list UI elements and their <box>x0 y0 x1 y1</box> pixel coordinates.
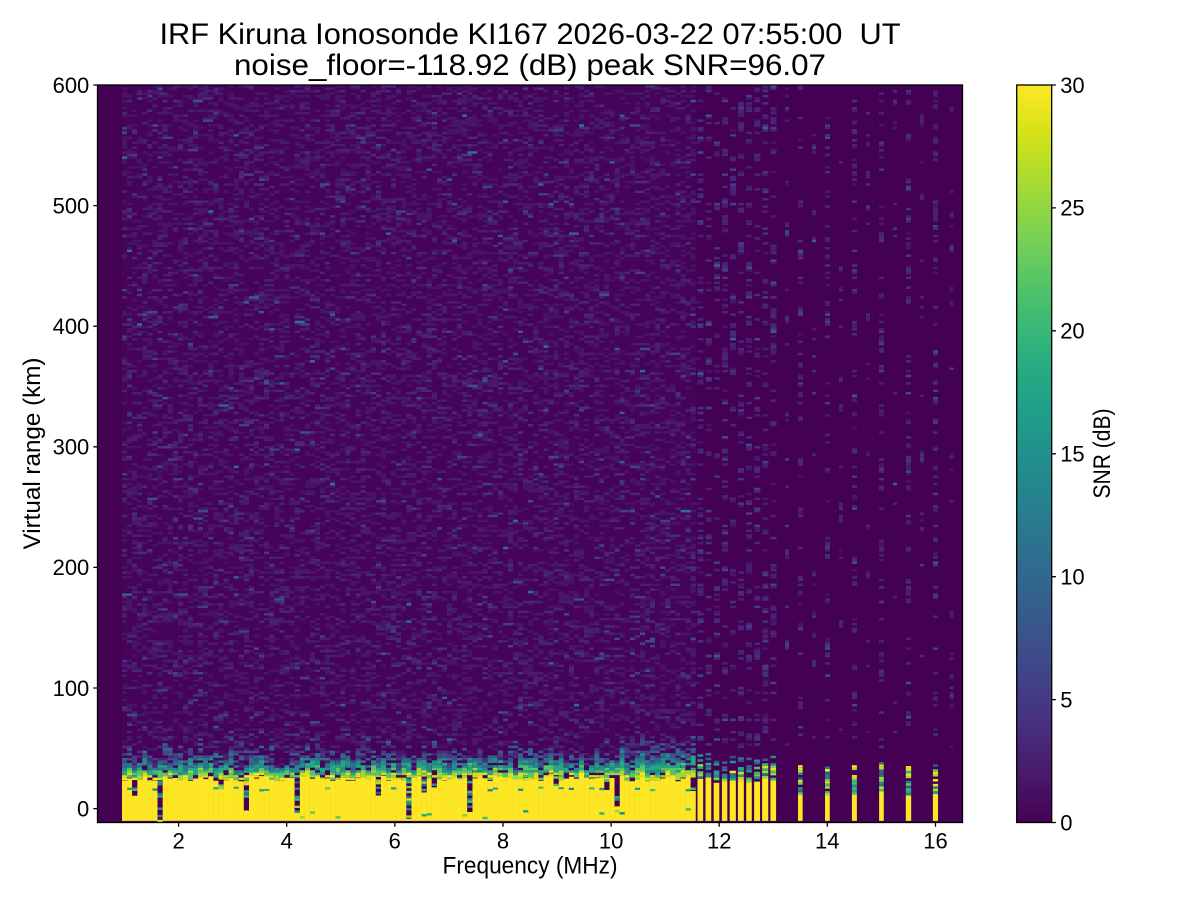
svg-text:8: 8 <box>497 829 509 854</box>
svg-text:300: 300 <box>53 435 90 460</box>
svg-text:4: 4 <box>281 829 293 854</box>
svg-text:IRF Kiruna Ionosonde KI167 202: IRF Kiruna Ionosonde KI167 2026-03-22 07… <box>160 18 901 51</box>
svg-text:15: 15 <box>1060 442 1084 467</box>
svg-text:5: 5 <box>1060 687 1072 712</box>
svg-text:14: 14 <box>815 829 839 854</box>
svg-text:12: 12 <box>707 829 731 854</box>
svg-text:16: 16 <box>923 829 947 854</box>
svg-text:Virtual range (km): Virtual range (km) <box>19 358 46 550</box>
svg-text:10: 10 <box>599 829 623 854</box>
svg-text:Frequency (MHz): Frequency (MHz) <box>443 853 618 880</box>
svg-text:2: 2 <box>172 829 184 854</box>
svg-text:noise_floor=-118.92 (dB) peak: noise_floor=-118.92 (dB) peak SNR=96.07 <box>234 49 826 82</box>
svg-text:20: 20 <box>1060 319 1084 344</box>
svg-text:100: 100 <box>53 676 90 701</box>
svg-text:0: 0 <box>1060 810 1072 835</box>
svg-text:6: 6 <box>389 829 401 854</box>
svg-text:SNR (dB): SNR (dB) <box>1089 409 1116 499</box>
svg-text:10: 10 <box>1060 565 1084 590</box>
svg-text:500: 500 <box>53 193 90 218</box>
svg-text:600: 600 <box>53 73 90 98</box>
svg-text:25: 25 <box>1060 196 1084 221</box>
svg-text:400: 400 <box>53 314 90 339</box>
svg-text:30: 30 <box>1060 73 1084 98</box>
svg-text:0: 0 <box>77 796 89 821</box>
svg-text:200: 200 <box>53 555 90 580</box>
